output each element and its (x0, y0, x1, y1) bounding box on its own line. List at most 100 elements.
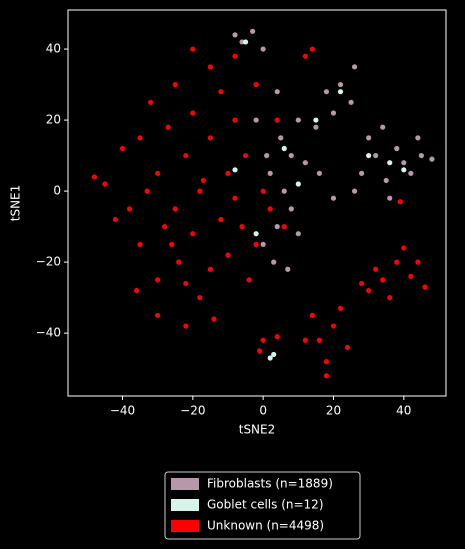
point (285, 266, 291, 272)
point (422, 284, 428, 290)
point (380, 277, 386, 283)
point (394, 145, 400, 152)
point (316, 337, 323, 343)
point (408, 170, 414, 176)
y-tick-label: −40 (36, 326, 61, 340)
point (281, 145, 287, 152)
point (197, 188, 203, 194)
point (207, 64, 214, 70)
point (239, 224, 245, 230)
point (387, 160, 393, 166)
point (267, 170, 273, 176)
point (165, 124, 171, 130)
point (253, 117, 259, 123)
point (126, 206, 133, 212)
point (200, 177, 206, 184)
legend-swatch (171, 499, 199, 511)
point (394, 259, 400, 265)
point (183, 152, 189, 159)
point (302, 53, 308, 59)
point (351, 188, 358, 194)
plot-frame (67, 9, 447, 397)
point (242, 39, 249, 45)
point (267, 355, 273, 361)
point (337, 81, 344, 88)
point (344, 344, 351, 350)
point (288, 152, 294, 159)
legend-label: Unknown (n=4498) (207, 519, 324, 533)
point (323, 358, 330, 365)
point (225, 170, 231, 176)
point (274, 89, 280, 95)
point (330, 323, 337, 329)
point (302, 337, 308, 343)
y-tick-label: 40 (46, 42, 61, 56)
point (309, 312, 315, 318)
point (313, 124, 319, 130)
point (415, 259, 421, 265)
point (366, 135, 372, 141)
x-tick-label: 40 (396, 404, 411, 418)
point (190, 110, 196, 116)
point (337, 305, 344, 311)
legend-swatch (171, 478, 199, 490)
point (155, 312, 161, 318)
point (133, 287, 140, 294)
point (408, 273, 414, 279)
point (380, 124, 386, 130)
point (387, 195, 393, 201)
legend-label: Goblet cells (n=12) (207, 498, 324, 512)
point (253, 81, 259, 88)
y-tick-label: −20 (36, 255, 61, 269)
point (313, 117, 319, 123)
point (337, 89, 344, 95)
point (387, 295, 393, 301)
point (397, 199, 403, 205)
x-axis-label: tSNE2 (239, 423, 276, 437)
point (190, 46, 196, 52)
point (144, 188, 150, 194)
point (274, 334, 280, 340)
point (281, 224, 287, 230)
point (295, 231, 301, 237)
point (264, 152, 270, 159)
legend-box (164, 471, 361, 540)
point (232, 32, 238, 38)
point (183, 323, 189, 329)
y-axis-label: tSNE1 (9, 185, 23, 222)
point (253, 231, 259, 237)
point (260, 46, 266, 52)
point (207, 135, 214, 141)
point (172, 206, 178, 212)
point (250, 28, 256, 34)
point (102, 181, 108, 187)
point (348, 99, 354, 105)
point (119, 145, 126, 152)
point (383, 177, 389, 184)
point (183, 280, 189, 287)
point (242, 152, 249, 159)
point (169, 241, 175, 247)
point (253, 241, 259, 247)
point (302, 160, 308, 166)
point (359, 280, 365, 287)
point (288, 206, 294, 212)
point (274, 117, 280, 123)
point (260, 337, 266, 343)
legend-swatch (171, 520, 199, 532)
point (271, 259, 277, 265)
point (176, 259, 182, 265)
point (401, 160, 407, 166)
point (418, 152, 424, 159)
point (330, 110, 337, 116)
point (148, 99, 154, 105)
point (401, 245, 407, 251)
point (211, 316, 217, 322)
point (190, 231, 196, 237)
point (218, 89, 224, 95)
legend-label: Fibroblasts (n=1889) (207, 477, 333, 491)
point (429, 156, 435, 162)
point (359, 170, 365, 176)
point (274, 224, 280, 230)
point (351, 64, 358, 70)
